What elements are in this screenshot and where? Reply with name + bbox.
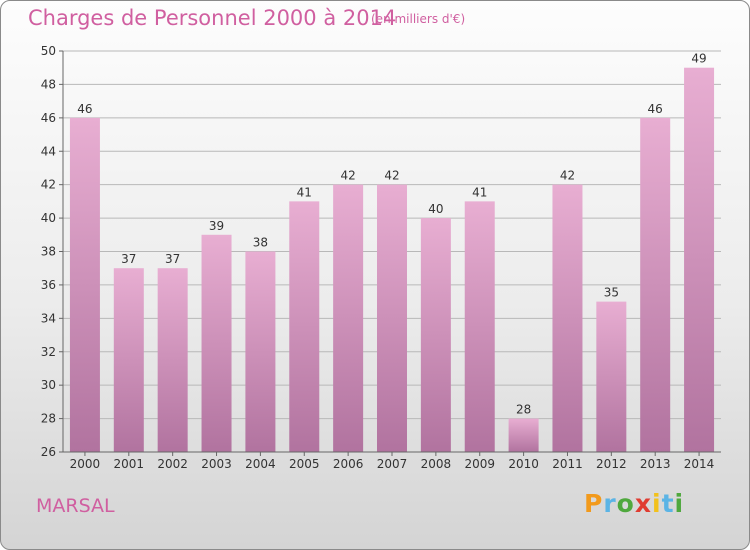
- value-label: 42: [340, 169, 355, 183]
- value-label: 39: [209, 219, 224, 233]
- value-label: 38: [253, 236, 268, 250]
- logo-letter: P: [584, 489, 604, 518]
- bar-2003: [201, 234, 232, 452]
- x-tick-label: 2008: [421, 457, 452, 471]
- y-tick-label: 42: [41, 178, 56, 192]
- x-tick-label: 2000: [70, 457, 101, 471]
- value-label: 40: [428, 202, 443, 216]
- logo-letter: x: [634, 489, 652, 518]
- x-tick-label: 2010: [508, 457, 539, 471]
- x-tick-label: 2006: [333, 457, 364, 471]
- x-tick-label: 2009: [464, 457, 495, 471]
- logo-letter: r: [603, 489, 617, 518]
- y-tick-label: 40: [41, 211, 56, 225]
- chart-title: Charges de Personnel 2000 à 2014: [28, 6, 397, 30]
- y-tick-label: 48: [41, 77, 56, 91]
- commune-name: MARSAL: [36, 495, 115, 517]
- value-label: 42: [560, 169, 575, 183]
- x-tick-label: 2013: [640, 457, 671, 471]
- y-tick-label: 46: [41, 111, 56, 125]
- x-tick-label: 2002: [157, 457, 188, 471]
- x-tick-label: 2003: [201, 457, 232, 471]
- y-tick-label: 28: [41, 412, 56, 426]
- proxiti-logo: Proxiti: [584, 489, 684, 518]
- x-tick-label: 2004: [245, 457, 276, 471]
- y-tick-label: 36: [41, 278, 56, 292]
- logo-letter: i: [674, 489, 685, 518]
- value-label: 49: [691, 52, 706, 66]
- value-label: 35: [604, 286, 619, 300]
- y-tick-label: 38: [41, 245, 56, 259]
- logo-letter: o: [616, 489, 635, 518]
- value-label: 46: [648, 102, 663, 116]
- x-tick-label: 2011: [552, 457, 583, 471]
- bar-2008: [420, 218, 451, 452]
- value-label: 46: [77, 102, 92, 116]
- bar-2001: [113, 268, 144, 452]
- logo-letter: i: [652, 489, 662, 518]
- bar-2011: [552, 184, 583, 452]
- x-tick-label: 2005: [289, 457, 320, 471]
- value-label: 41: [297, 185, 312, 199]
- bar-2005: [289, 201, 320, 452]
- chart-subtitle: (en milliers d'€): [371, 12, 466, 26]
- y-tick-label: 30: [41, 378, 56, 392]
- y-tick-label: 32: [41, 345, 56, 359]
- y-tick-label: 34: [41, 311, 56, 325]
- bar-2002: [157, 268, 188, 452]
- bar-2007: [377, 184, 407, 452]
- logo-letter: t: [661, 489, 675, 518]
- x-tick-label: 2007: [377, 457, 408, 471]
- bar-2012: [596, 301, 627, 452]
- x-tick-label: 2014: [684, 457, 715, 471]
- bar-2009: [464, 201, 495, 452]
- x-tick-label: 2001: [114, 457, 145, 471]
- y-tick-label: 50: [41, 44, 56, 58]
- bar-2006: [333, 184, 364, 452]
- bar-2014: [684, 67, 715, 452]
- bar-2000: [69, 117, 100, 452]
- bar-2004: [245, 251, 276, 452]
- bar-2013: [640, 117, 671, 452]
- value-label: 28: [516, 403, 531, 417]
- value-label: 41: [472, 185, 487, 199]
- value-label: 37: [121, 252, 136, 266]
- y-tick-label: 44: [41, 144, 56, 158]
- x-tick-label: 2012: [596, 457, 627, 471]
- bar-2010: [508, 418, 539, 452]
- value-label: 37: [165, 252, 180, 266]
- value-label: 42: [384, 169, 399, 183]
- y-tick-label: 26: [41, 445, 56, 459]
